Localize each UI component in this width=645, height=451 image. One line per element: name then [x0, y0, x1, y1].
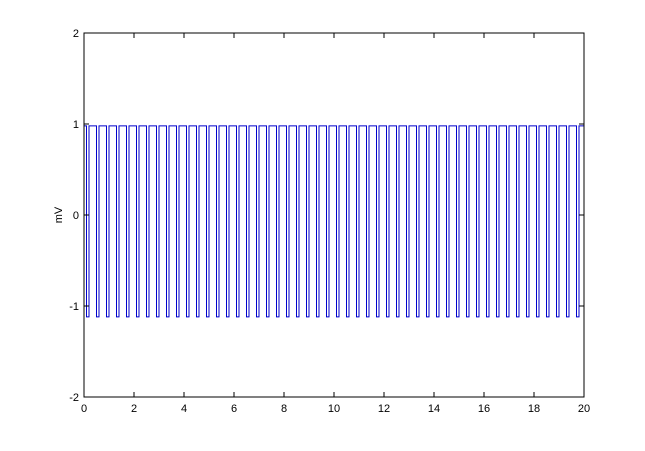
y-tick-label: -1: [69, 301, 79, 313]
y-tick-label: 1: [73, 119, 79, 131]
y-tick-label: -2: [69, 392, 79, 404]
x-tick-label: 16: [478, 403, 490, 415]
y-tick-label: 2: [73, 28, 79, 40]
x-tick-label: 2: [131, 403, 137, 415]
x-tick-label: 0: [81, 403, 87, 415]
square-wave-series: [84, 125, 584, 318]
y-tick-label: 0: [73, 210, 79, 222]
x-tick-label: 6: [231, 403, 237, 415]
y-axis: -2 -1 0 1 2: [69, 28, 584, 404]
plot-area: [84, 33, 584, 397]
x-axis: 0 2 4 6 8 10 12 14 16 18 20: [81, 33, 590, 415]
x-tick-label: 8: [281, 403, 287, 415]
series-layer: [84, 125, 584, 318]
x-tick-label: 12: [378, 403, 390, 415]
x-tick-label: 4: [181, 403, 187, 415]
x-tick-label: 10: [328, 403, 340, 415]
x-tick-label: 20: [578, 403, 590, 415]
x-tick-label: 18: [528, 403, 540, 415]
x-tick-label: 14: [428, 403, 440, 415]
y-axis-label: mV: [53, 206, 65, 223]
